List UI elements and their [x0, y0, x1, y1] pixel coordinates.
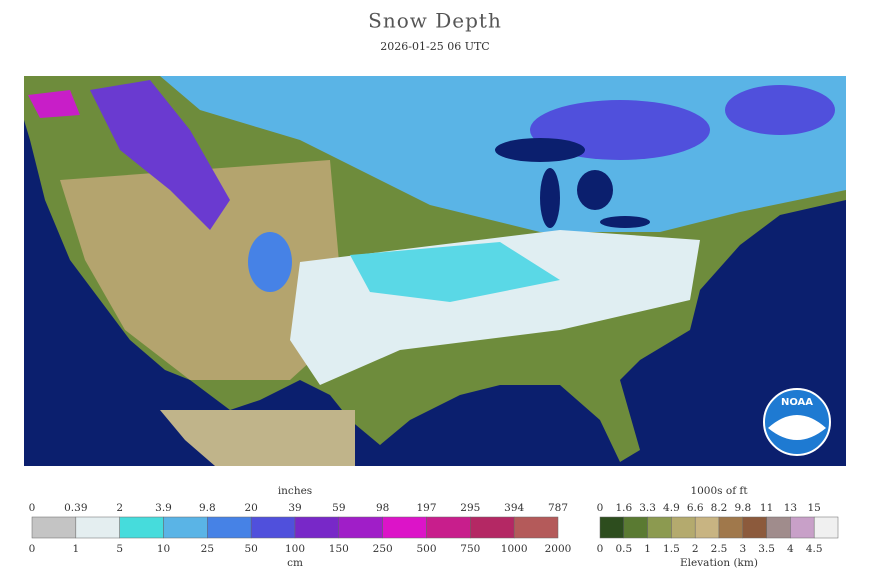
subtitle: 2026-01-25 06 UTC	[380, 40, 489, 53]
legend-unit-top: 1000s of ft	[690, 485, 748, 497]
dry-west	[60, 160, 345, 380]
legend-tick-bottom: 1000	[501, 543, 528, 555]
legend-tick-bottom: 5	[116, 543, 123, 555]
legend-tick-bottom: 1	[644, 543, 651, 555]
legend-swatch	[31, 516, 77, 539]
legend-tick-bottom: 4	[787, 543, 794, 555]
legend-tick-bottom: 0.5	[615, 543, 632, 555]
legend-swatch	[382, 516, 427, 539]
legend-tick-bottom: 25	[201, 543, 214, 555]
map: NOAA	[24, 76, 846, 466]
cyan-snow	[350, 242, 560, 302]
canada-deep-snow	[725, 85, 835, 135]
legend-tick-bottom: 4.5	[806, 543, 823, 555]
legend-tick-bottom: 0	[597, 543, 604, 555]
legend-tick-bottom: 1.5	[663, 543, 680, 555]
legend-tick-bottom: 150	[329, 543, 349, 555]
legend-tick-top: 20	[244, 502, 257, 514]
lake-huron	[577, 170, 613, 210]
legend-tick-top: 6.6	[687, 502, 704, 514]
legend-swatch	[119, 516, 164, 539]
legend-swatch	[742, 516, 767, 539]
legend-tick-top: 295	[460, 502, 480, 514]
legend-tick-bottom: 100	[285, 543, 305, 555]
legend-tick-top: 11	[760, 502, 773, 514]
legend-tick-top: 98	[376, 502, 389, 514]
rockies-peak	[28, 90, 80, 118]
legend-swatch	[338, 516, 383, 539]
legend-unit-top: inches	[278, 485, 312, 497]
legend-swatch	[470, 516, 515, 539]
legend-swatch	[647, 516, 672, 539]
legend-unit-bottom: Elevation (km)	[680, 557, 758, 569]
lake-erie	[600, 216, 650, 228]
legend-swatch	[75, 516, 120, 539]
legend-tick-bottom: 2	[692, 543, 699, 555]
legend-tick-top: 4.9	[663, 502, 680, 514]
legend-tick-top: 15	[808, 502, 821, 514]
legend-swatch	[250, 516, 296, 539]
legend-tick-bottom: 750	[460, 543, 480, 555]
legend-swatch	[694, 516, 720, 539]
rockies-snow	[90, 80, 230, 230]
legend-swatch	[671, 516, 696, 539]
logo-bird	[768, 415, 826, 440]
legend-swatch	[207, 516, 252, 539]
legend-tick-bottom: 2000	[545, 543, 572, 555]
legend-tick-bottom: 3.5	[758, 543, 775, 555]
legend-tick-top: 2	[116, 502, 123, 514]
legend-tick-top: 0.39	[64, 502, 87, 514]
legend-swatch	[813, 516, 839, 539]
legend-tick-bottom: 2.5	[711, 543, 728, 555]
lake-superior	[495, 138, 585, 162]
legend-tick-bottom: 3	[739, 543, 746, 555]
legend-tick-top: 13	[784, 502, 797, 514]
legend-tick-bottom: 250	[373, 543, 393, 555]
legend-swatch	[718, 516, 744, 539]
legend-tick-top: 59	[332, 502, 345, 514]
legend-tick-bottom: 500	[416, 543, 436, 555]
legend-swatch	[623, 516, 648, 539]
colorado-snow	[248, 232, 292, 292]
logo-text: NOAA	[781, 397, 813, 408]
legend-tick-top: 197	[416, 502, 436, 514]
legend-tick-top: 9.8	[199, 502, 216, 514]
legend-tick-top: 1.6	[615, 502, 632, 514]
legend-tick-top: 394	[504, 502, 524, 514]
mexico	[160, 410, 355, 466]
legend-swatch	[426, 516, 471, 539]
legend-tick-top: 8.2	[711, 502, 728, 514]
lake-michigan	[540, 168, 560, 228]
legend-swatch	[163, 516, 208, 539]
legend-tick-bottom: 50	[244, 543, 257, 555]
legend-tick-bottom: 10	[157, 543, 170, 555]
legend-unit-bottom: cm	[287, 557, 303, 569]
legend-swatch	[294, 516, 340, 539]
legend-swatch	[790, 516, 815, 539]
legend-tick-top: 787	[548, 502, 568, 514]
legend-tick-bottom: 1	[72, 543, 79, 555]
title: Snow Depth	[368, 9, 502, 33]
legend-tick-top: 0	[597, 502, 604, 514]
legend-tick-top: 3.9	[155, 502, 172, 514]
legend-swatch	[599, 516, 625, 539]
legend-tick-bottom: 0	[29, 543, 36, 555]
legend-swatch	[513, 516, 559, 539]
legend-tick-top: 9.8	[734, 502, 751, 514]
legend-tick-top: 0	[29, 502, 36, 514]
legend-swatch	[766, 516, 791, 539]
legend-tick-top: 39	[288, 502, 301, 514]
legend-tick-top: 3.3	[639, 502, 656, 514]
